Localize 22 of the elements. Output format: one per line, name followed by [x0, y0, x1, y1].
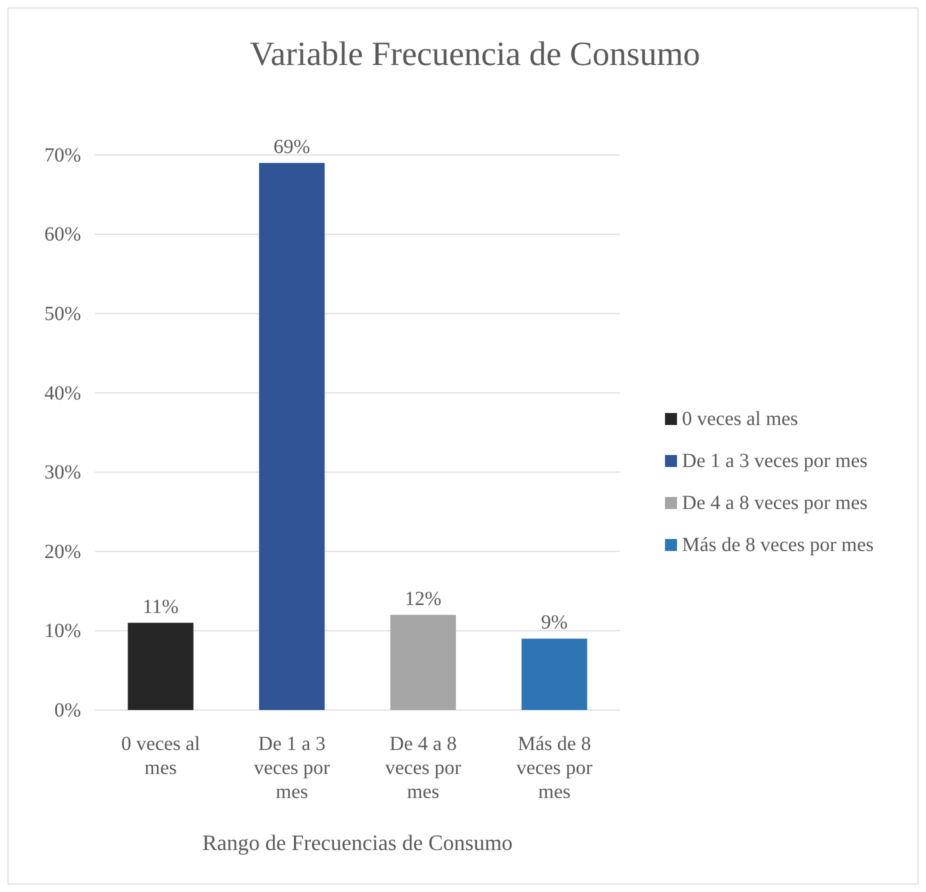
x-tick-label: De 4 a 8 veces por mes: [385, 733, 462, 803]
legend-label: 0 veces al mes: [682, 408, 798, 430]
y-tick-label: 10%: [44, 620, 81, 642]
legend-label: De 4 a 8 veces por mes: [682, 492, 868, 514]
legend-label: De 1 a 3 veces por mes: [682, 450, 868, 472]
data-label: 12%: [404, 588, 442, 610]
y-tick-label: 20%: [44, 540, 81, 563]
chart-title: Variable Frecuencia de Consumo: [250, 36, 700, 73]
data-label: 69%: [274, 136, 310, 158]
y-tick-label: 50%: [44, 302, 81, 325]
y-tick-label: 60%: [44, 224, 81, 246]
data-label: 9%: [541, 612, 568, 634]
x-tick-label: 0 veces al mes: [121, 733, 200, 779]
x-tick-label: Más de 8 veces por mes: [516, 733, 593, 803]
y-tick-label: 30%: [44, 462, 81, 484]
y-tick-label: 70%: [44, 144, 81, 166]
x-axis-title: Rango de Frecuencias de Consumo: [202, 830, 513, 855]
y-tick-label: 40%: [44, 382, 81, 404]
data-label: 11%: [142, 596, 179, 618]
x-tick-label: De 1 a 3 veces por mes: [254, 733, 330, 803]
legend-label: Más de 8 veces por mes: [682, 534, 874, 556]
y-tick-label: 0%: [54, 699, 81, 722]
